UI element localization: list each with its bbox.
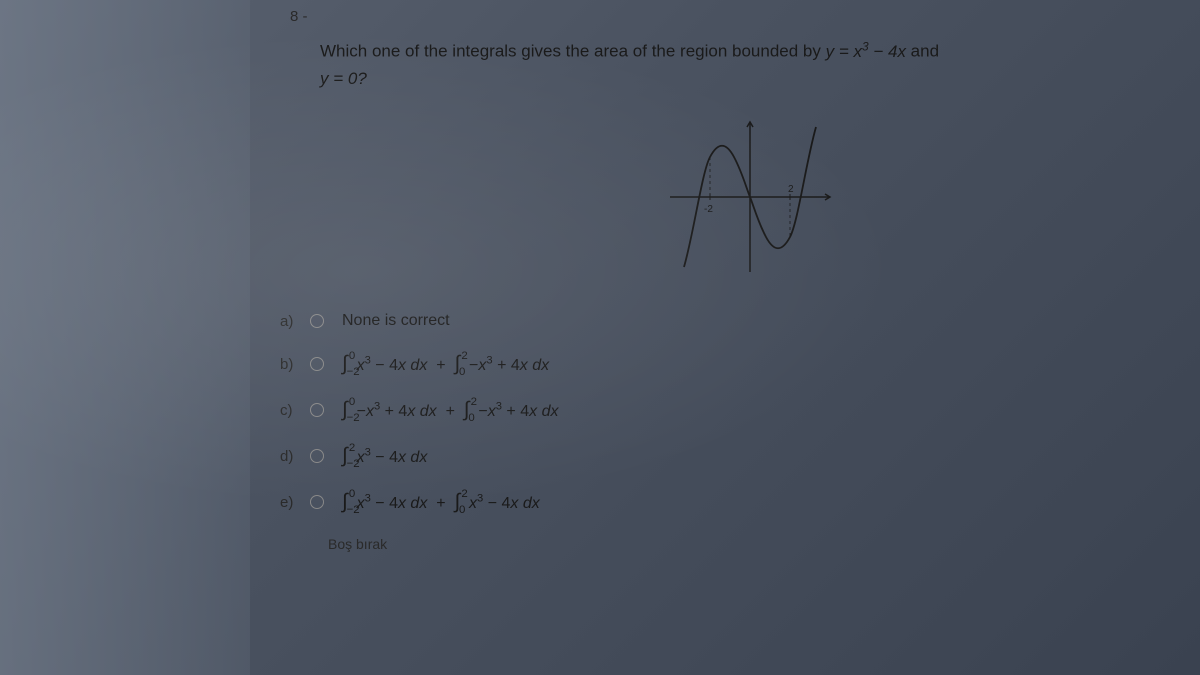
- option-b-formula: ∫−20 x3 − 4x dx + ∫02 −x3 + 4x dx: [342, 352, 549, 376]
- question-number: 8 -: [290, 8, 1180, 25]
- options-list: a) None is correct b) ∫−20 x3 − 4x dx + …: [280, 312, 1180, 552]
- left-margin-glare: [0, 0, 250, 675]
- svg-text:-2: -2: [704, 204, 713, 215]
- option-d-formula: ∫−22 x3 − 4x dx: [342, 444, 427, 468]
- option-letter: e): [280, 494, 310, 511]
- option-letter: d): [280, 448, 310, 465]
- cubic-graph: -2 2: [660, 112, 840, 282]
- quiz-content: 8 - Which one of the integrals gives the…: [280, 0, 1180, 552]
- option-b[interactable]: b) ∫−20 x3 − 4x dx + ∫02 −x3 + 4x dx: [280, 352, 1180, 376]
- radio-icon[interactable]: [310, 495, 324, 509]
- svg-text:2: 2: [788, 184, 794, 195]
- question-equation-2: y = 0?: [320, 69, 367, 88]
- question-part-1: Which one of the integrals gives the are…: [320, 42, 826, 61]
- radio-icon[interactable]: [310, 449, 324, 463]
- radio-icon[interactable]: [310, 314, 324, 328]
- option-a-text: None is correct: [342, 312, 450, 330]
- option-d[interactable]: d) ∫−22 x3 − 4x dx: [280, 444, 1180, 468]
- question-part-2: and: [906, 42, 939, 61]
- question-equation-1: y = x3 − 4x: [826, 42, 906, 61]
- option-e[interactable]: e) ∫−20 x3 − 4x dx + ∫02 x3 − 4x dx: [280, 490, 1180, 514]
- option-c[interactable]: c) ∫−20 −x3 + 4x dx + ∫02 −x3 + 4x dx: [280, 398, 1180, 422]
- radio-icon[interactable]: [310, 357, 324, 371]
- option-letter: c): [280, 402, 310, 419]
- option-a[interactable]: a) None is correct: [280, 312, 1180, 330]
- leave-blank-link[interactable]: Boş bırak: [328, 536, 1180, 552]
- radio-icon[interactable]: [310, 403, 324, 417]
- option-letter: b): [280, 356, 310, 373]
- option-letter: a): [280, 313, 310, 330]
- option-e-formula: ∫−20 x3 − 4x dx + ∫02 x3 − 4x dx: [342, 490, 540, 514]
- option-c-formula: ∫−20 −x3 + 4x dx + ∫02 −x3 + 4x dx: [342, 398, 558, 422]
- question-text: Which one of the integrals gives the are…: [320, 37, 1180, 92]
